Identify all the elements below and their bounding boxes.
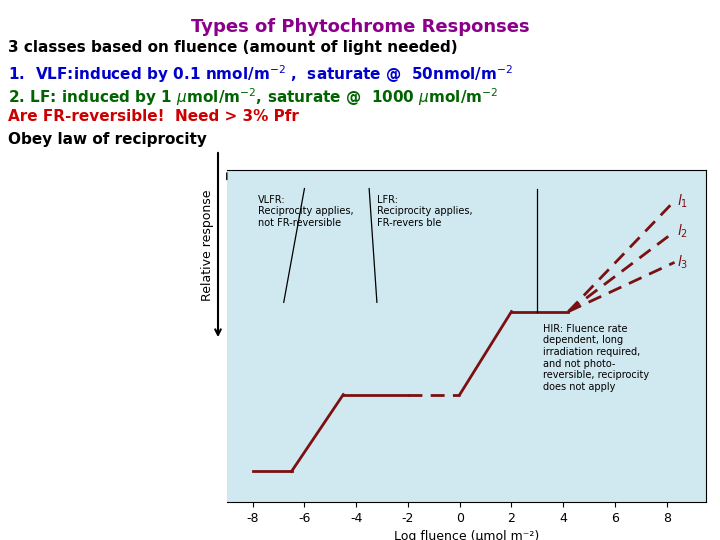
X-axis label: Log fluence (μmol m⁻²): Log fluence (μmol m⁻²)	[394, 530, 539, 540]
Text: $l_1$: $l_1$	[677, 192, 688, 210]
Text: 3 classes based on fluence (amount of light needed): 3 classes based on fluence (amount of li…	[8, 40, 458, 55]
Text: $l_3$: $l_3$	[677, 254, 688, 271]
Text: VLFR:
Reciprocity applies,
not FR-reversible: VLFR: Reciprocity applies, not FR-revers…	[258, 195, 354, 228]
Text: Relative response: Relative response	[202, 189, 215, 301]
Text: Obey law of reciprocity: Obey law of reciprocity	[8, 132, 207, 147]
Text: HIR: Fluence rate
dependent, long
irradiation required,
and not photo-
reversibl: HIR: Fluence rate dependent, long irradi…	[543, 324, 649, 392]
Text: 2. LF: induced by 1 $\mu$mol/m$^{-2}$, saturate @  1000 $\mu$mol/m$^{-2}$: 2. LF: induced by 1 $\mu$mol/m$^{-2}$, s…	[8, 86, 498, 107]
Text: Are FR-reversible!  Need > 3% Pfr: Are FR-reversible! Need > 3% Pfr	[8, 109, 299, 124]
Text: LFR:
Reciprocity applies,
FR-revers ble: LFR: Reciprocity applies, FR-revers ble	[377, 195, 472, 228]
Text: $l_2$: $l_2$	[677, 223, 688, 240]
Text: Types of Phytochrome Responses: Types of Phytochrome Responses	[191, 18, 529, 36]
Text: 1.  VLF:induced by 0.1 nmol/m$^{-2}$ ,  saturate @  50nmol/m$^{-2}$: 1. VLF:induced by 0.1 nmol/m$^{-2}$ , sa…	[8, 63, 513, 85]
